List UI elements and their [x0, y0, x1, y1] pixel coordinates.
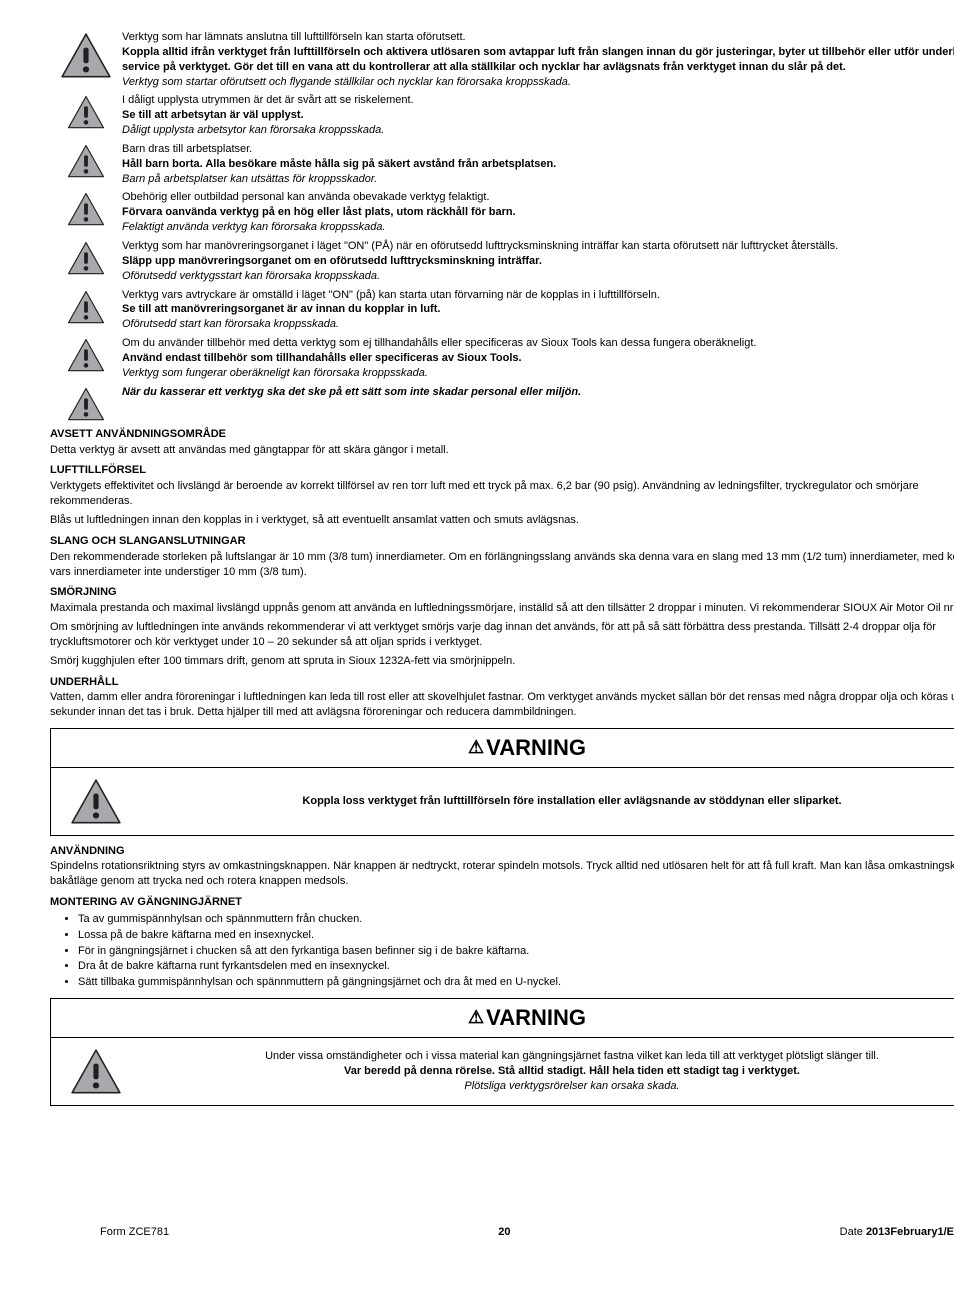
safety-warning-item: I dåligt upplysta utrymmen är det är svå…: [50, 93, 954, 138]
section-hose: SLANG OCH SLANGANSLUTNINGAR Den rekommen…: [50, 534, 954, 580]
warning-icon: [51, 768, 141, 835]
warning-line: Barn dras till arbetsplatser.: [122, 142, 954, 157]
warning-line: Var beredd på denna rörelse. Stå alltid …: [161, 1064, 954, 1079]
safety-warning-item: Om du använder tillbehör med detta verkt…: [50, 336, 954, 381]
safety-warning-item: Barn dras till arbetsplatser.Håll barn b…: [50, 142, 954, 187]
heading: LUFTTILLFÖRSEL: [50, 463, 954, 478]
warning-text: Verktyg som har lämnats anslutna till lu…: [122, 30, 954, 89]
warning-text: Barn dras till arbetsplatser.Håll barn b…: [122, 142, 954, 187]
safety-warning-item: Obehörig eller outbildad personal kan an…: [50, 190, 954, 235]
heading: MONTERING AV GÄNGNINGJÄRNET: [50, 895, 954, 910]
warning-line: Förvara oanvända verktyg på en hög eller…: [122, 205, 954, 220]
heading: SMÖRJNING: [50, 585, 954, 600]
warning-text: När du kasserar ett verktyg ska det ske …: [122, 385, 954, 400]
warning-line: Se till att manövreringsorganet är av in…: [122, 302, 954, 317]
warning-line: Felaktigt använda verktyg kan förorsaka …: [122, 220, 954, 235]
warning-triangle-icon: ⚠: [468, 1007, 484, 1027]
warning-line: Oförutsedd verktygsstart kan förorsaka k…: [122, 269, 954, 284]
warning-text: Verktyg vars avtryckare är omställd i lä…: [122, 288, 954, 333]
heading: SLANG OCH SLANGANSLUTNINGAR: [50, 534, 954, 549]
warning-callout-2: ⚠VARNING Under vissa omständigheter och …: [50, 998, 954, 1105]
safety-warnings-list: Verktyg som har lämnats anslutna till lu…: [50, 30, 954, 421]
warning-line: Verktyg vars avtryckare är omställd i lä…: [122, 288, 954, 303]
warning-callout-1: ⚠VARNING Koppla loss verktyget från luft…: [50, 728, 954, 835]
warning-text: Koppla loss verktyget från lufttillförse…: [141, 784, 954, 819]
warning-line: Under vissa omständigheter och i vissa m…: [161, 1049, 954, 1064]
warning-line: Om du använder tillbehör med detta verkt…: [122, 336, 954, 351]
mounting-steps-list: Ta av gummispännhylsan och spännmuttern …: [50, 912, 954, 990]
warning-text: Under vissa omständigheter och i vissa m…: [141, 1039, 954, 1104]
warning-line: Barn på arbetsplatser kan utsättas för k…: [122, 172, 954, 187]
warning-icon: [50, 385, 122, 421]
heading: ANVÄNDNING: [50, 844, 954, 859]
warning-triangle-icon: ⚠: [468, 737, 484, 757]
section-usage: ANVÄNDNING Spindelns rotationsriktning s…: [50, 844, 954, 890]
list-item: Dra åt de bakre käftarna runt fyrkantsde…: [78, 959, 954, 974]
heading: AVSETT ANVÄNDNINGSOMRÅDE: [50, 427, 954, 442]
safety-warning-item: När du kasserar ett verktyg ska det ske …: [50, 385, 954, 421]
warning-text: Obehörig eller outbildad personal kan an…: [122, 190, 954, 235]
list-item: Ta av gummispännhylsan och spännmuttern …: [78, 912, 954, 927]
warning-icon: [50, 239, 122, 275]
warning-line: Oförutsedd start kan förorsaka kroppsska…: [122, 317, 954, 332]
paragraph: Verktygets effektivitet och livslängd är…: [50, 479, 954, 509]
heading: UNDERHÅLL: [50, 675, 954, 690]
list-item: För in gängningsjärnet i chucken så att …: [78, 944, 954, 959]
warning-icon: [50, 142, 122, 178]
warning-line: Verktyg som har manövreringsorganet i lä…: [122, 239, 954, 254]
safety-warning-item: Verktyg som har lämnats anslutna till lu…: [50, 30, 954, 89]
warning-line: Verktyg som fungerar oberäkneligt kan fö…: [122, 366, 954, 381]
warning-text: Om du använder tillbehör med detta verkt…: [122, 336, 954, 381]
warning-text: Verktyg som har manövreringsorganet i lä…: [122, 239, 954, 284]
date: Date 2013February1/E: [840, 1225, 954, 1240]
warning-line: Se till att arbetsytan är väl upplyst.: [122, 108, 954, 123]
warning-icon: [50, 93, 122, 129]
warning-text: I dåligt upplysta utrymmen är det är svå…: [122, 93, 954, 138]
warning-icon: [50, 288, 122, 324]
warning-title-text: VARNING: [486, 1005, 586, 1030]
warning-line: Håll barn borta. Alla besökare måste hål…: [122, 157, 954, 172]
paragraph: Spindelns rotationsriktning styrs av omk…: [50, 859, 954, 889]
page: { "icon": { "fill": "#a7a9ac", "stroke":…: [50, 30, 954, 1265]
safety-warning-item: Verktyg som har manövreringsorganet i lä…: [50, 239, 954, 284]
warning-line: Plötsliga verktygsrörelser kan orsaka sk…: [161, 1079, 954, 1094]
warning-line: I dåligt upplysta utrymmen är det är svå…: [122, 93, 954, 108]
warning-title: ⚠VARNING: [51, 999, 954, 1038]
warning-line: Obehörig eller outbildad personal kan an…: [122, 190, 954, 205]
list-item: Sätt tillbaka gummispännhylsan och spänn…: [78, 975, 954, 990]
warning-line: Verktyg som har lämnats anslutna till lu…: [122, 30, 954, 45]
warning-line: Verktyg som startar oförutsett och flyga…: [122, 75, 954, 90]
warning-line: Använd endast tillbehör som tillhandahål…: [122, 351, 954, 366]
section-lubrication: SMÖRJNING Maximala prestanda och maximal…: [50, 585, 954, 668]
paragraph: Om smörjning av luftledningen inte använ…: [50, 620, 954, 650]
paragraph: Smörj kugghjulen efter 100 timmars drift…: [50, 654, 954, 669]
warning-line: Släpp upp manövreringsorganet om en oför…: [122, 254, 954, 269]
paragraph: Blås ut luftledningen innan den kopplas …: [50, 513, 954, 528]
paragraph: Detta verktyg är avsett att användas med…: [50, 443, 954, 458]
section-maintenance: UNDERHÅLL Vatten, damm eller andra föror…: [50, 675, 954, 721]
list-item: Lossa på de bakre käftarna med en insexn…: [78, 928, 954, 943]
page-footer: Form ZCE781 20 Date 2013February1/E: [100, 1225, 954, 1240]
warning-line: Dåligt upplysta arbetsytor kan förorsaka…: [122, 123, 954, 138]
warning-icon: [50, 30, 122, 79]
paragraph: Vatten, damm eller andra föroreningar i …: [50, 690, 954, 720]
warning-icon: [50, 336, 122, 372]
safety-warning-item: Verktyg vars avtryckare är omställd i lä…: [50, 288, 954, 333]
section-intended-use: AVSETT ANVÄNDNINGSOMRÅDE Detta verktyg ä…: [50, 427, 954, 458]
paragraph: Maximala prestanda och maximal livslängd…: [50, 601, 954, 616]
warning-icon: [50, 190, 122, 226]
page-number: 20: [498, 1225, 510, 1240]
paragraph: Den rekommenderade storleken på luftslan…: [50, 550, 954, 580]
form-number: Form ZCE781: [100, 1225, 169, 1240]
section-air-supply: LUFTTILLFÖRSEL Verktygets effektivitet o…: [50, 463, 954, 527]
warning-icon: [51, 1038, 141, 1105]
warning-title-text: VARNING: [486, 735, 586, 760]
warning-line: Koppla alltid ifrån verktyget från luftt…: [122, 45, 954, 75]
warning-line: När du kasserar ett verktyg ska det ske …: [122, 385, 954, 400]
section-mounting: MONTERING AV GÄNGNINGJÄRNET Ta av gummis…: [50, 895, 954, 990]
warning-title: ⚠VARNING: [51, 729, 954, 768]
